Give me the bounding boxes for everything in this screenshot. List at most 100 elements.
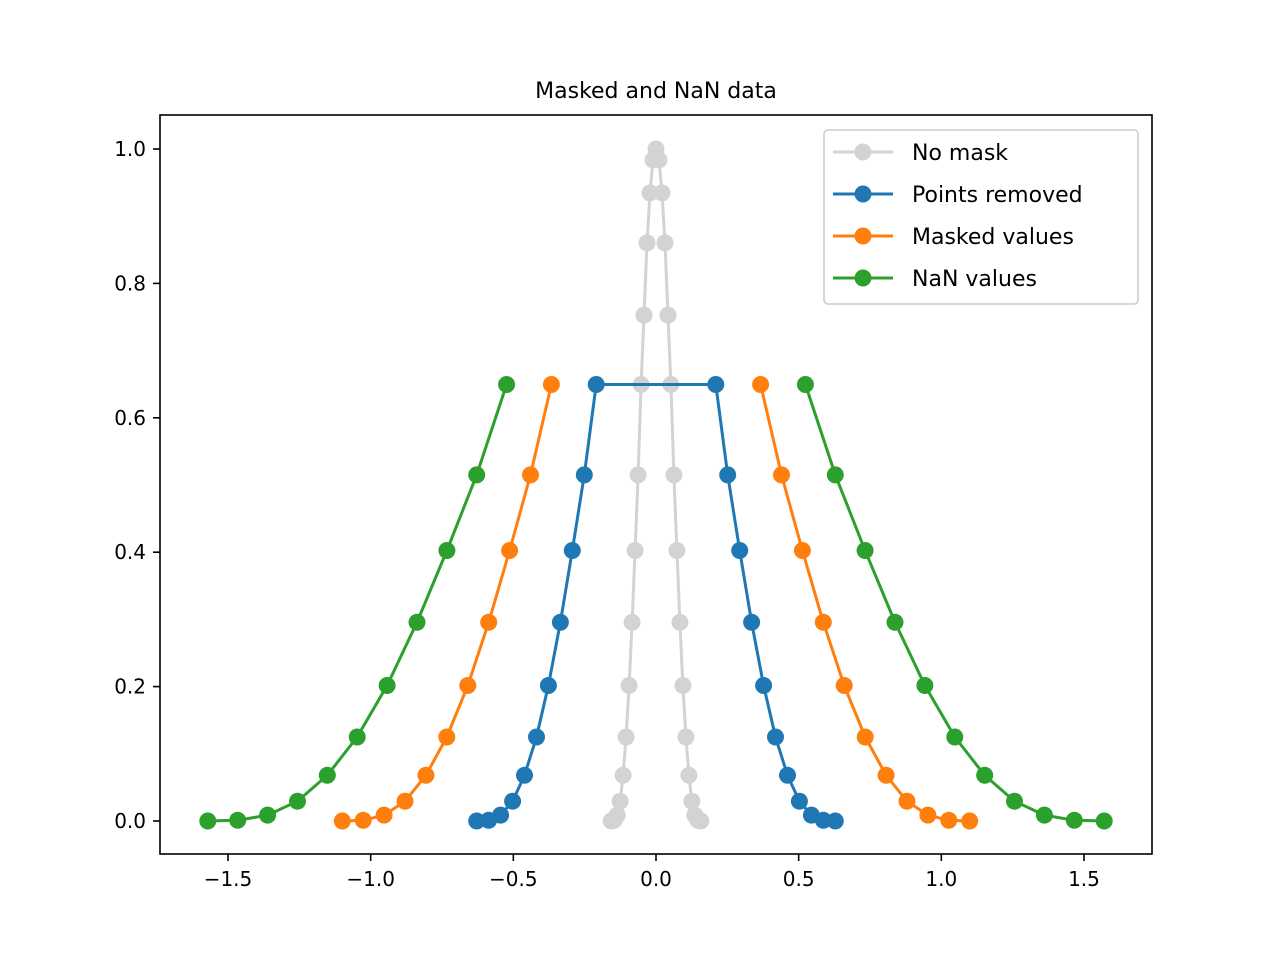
y-tick-label: 0.8 <box>114 271 146 295</box>
legend-entry: NaN values <box>833 267 1037 292</box>
x-tick-label: −0.5 <box>489 867 538 891</box>
data-point <box>1065 811 1083 829</box>
legend-entry: No mask <box>833 141 1008 166</box>
y-tick-label: 0.4 <box>114 540 146 564</box>
data-point <box>680 766 698 784</box>
data-point <box>318 766 336 784</box>
legend-label: Masked values <box>912 225 1074 250</box>
data-point <box>563 542 581 559</box>
data-point <box>773 466 790 484</box>
plot-area <box>199 140 1113 830</box>
legend: No mask Points removed Masked values NaN va… <box>823 129 1139 305</box>
data-point <box>752 376 770 393</box>
data-point <box>289 792 306 810</box>
data-point <box>551 613 569 631</box>
data-point <box>378 677 396 694</box>
data-point <box>611 792 629 810</box>
data-point <box>504 792 522 810</box>
data-point <box>501 542 519 559</box>
data-point <box>492 806 510 824</box>
data-point <box>459 677 477 694</box>
data-point <box>940 811 958 829</box>
y-tick-label: 0.2 <box>114 675 146 699</box>
data-point <box>620 677 638 694</box>
data-point <box>826 812 844 830</box>
data-point <box>542 376 560 393</box>
data-point <box>1006 792 1023 810</box>
legend-entry: Masked values <box>833 225 1074 250</box>
chart-title: Masked and NaN data <box>535 79 777 104</box>
data-point <box>614 766 632 784</box>
data-point <box>229 811 247 829</box>
data-point <box>856 542 874 559</box>
data-point <box>516 766 533 784</box>
data-point <box>587 376 605 393</box>
y-axis: 0.0 0.2 0.4 0.6 0.8 1.0 <box>114 137 160 833</box>
data-point <box>976 766 994 784</box>
legend-entry: Points removed <box>833 183 1083 208</box>
data-point <box>916 677 934 694</box>
y-tick-label: 1.0 <box>114 137 146 161</box>
x-tick-label: 0.0 <box>640 867 672 891</box>
data-point <box>1035 806 1053 824</box>
y-tick-label: 0.6 <box>114 406 146 430</box>
series-masked-values <box>333 376 979 830</box>
data-point <box>790 792 808 810</box>
data-point <box>575 466 593 484</box>
data-point <box>674 677 692 694</box>
data-point <box>623 613 641 631</box>
data-point <box>626 542 644 559</box>
data-point <box>814 613 832 631</box>
data-point <box>919 806 937 824</box>
data-point <box>348 728 366 746</box>
data-point <box>961 812 979 830</box>
data-point <box>755 677 773 694</box>
data-point <box>665 466 683 484</box>
data-point <box>354 811 372 829</box>
data-point <box>635 306 653 324</box>
data-point <box>333 812 351 830</box>
series-points-removed <box>468 376 844 830</box>
data-point <box>498 376 516 393</box>
data-point <box>438 542 456 559</box>
data-point <box>886 613 904 631</box>
data-point <box>653 184 671 202</box>
series-no-mask <box>602 140 710 830</box>
data-point <box>779 766 796 784</box>
data-point <box>608 806 626 824</box>
data-point <box>638 234 656 252</box>
x-tick-label: −1.5 <box>204 867 253 891</box>
data-point <box>877 766 895 784</box>
data-point <box>826 466 844 484</box>
x-tick-label: 1.0 <box>925 867 957 891</box>
data-point <box>199 812 217 830</box>
data-point <box>659 306 677 324</box>
data-point <box>692 812 710 830</box>
data-point <box>796 376 814 393</box>
y-tick-label: 0.0 <box>114 809 146 833</box>
data-point <box>671 613 689 631</box>
data-point <box>522 466 539 484</box>
data-point <box>396 792 414 810</box>
data-point <box>814 811 832 829</box>
data-point <box>650 151 668 169</box>
data-point <box>375 806 393 824</box>
data-point <box>438 728 456 746</box>
series-nan-values <box>199 376 1113 830</box>
data-point <box>683 792 701 810</box>
data-point <box>528 728 545 746</box>
data-point <box>641 184 659 202</box>
data-point <box>856 728 874 746</box>
data-point <box>793 542 811 559</box>
data-point <box>480 613 498 631</box>
data-point <box>731 542 749 559</box>
legend-label: NaN values <box>912 267 1037 292</box>
x-axis: −1.5 −1.0 −0.5 0.0 0.5 1.0 1.5 <box>204 854 1100 891</box>
data-point <box>719 466 737 484</box>
data-point <box>417 766 435 784</box>
data-point <box>468 466 486 484</box>
x-tick-label: 1.5 <box>1068 867 1100 891</box>
data-point <box>668 542 686 559</box>
data-point <box>677 728 695 746</box>
